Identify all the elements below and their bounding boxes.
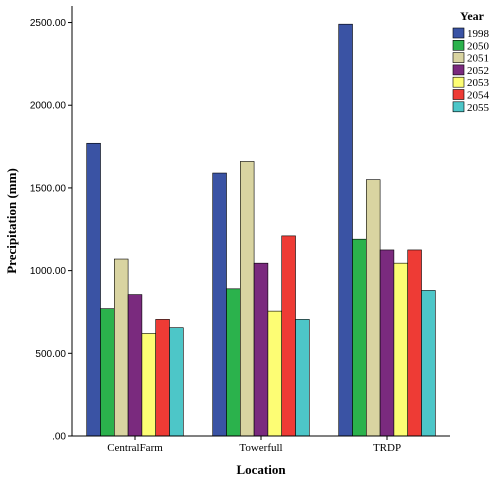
bar-centralfarm-2055 <box>169 327 184 437</box>
bar-towerfull-2050 <box>226 288 241 437</box>
y-tick-label: 1000.00 <box>30 266 67 277</box>
bar-centralfarm-2053 <box>141 333 156 437</box>
y-tick-label: .00 <box>52 432 66 443</box>
bar-centralfarm-2054 <box>155 319 170 437</box>
y-tick-label: 2000.00 <box>30 101 67 112</box>
y-tick-label: 500.00 <box>35 349 66 360</box>
legend-label-1998: 1998 <box>467 28 490 40</box>
legend-label-2052: 2052 <box>467 65 489 77</box>
bar-trdp-2055 <box>421 290 436 437</box>
x-category-label: CentralFarm <box>107 442 163 454</box>
legend-swatch-2053 <box>452 76 465 88</box>
bar-trdp-2052 <box>379 249 395 437</box>
legend-swatch-1998 <box>452 27 465 39</box>
x-axis-title: Location <box>236 462 286 477</box>
bar-towerfull-1998 <box>212 172 227 437</box>
legend-label-2055: 2055 <box>467 102 490 114</box>
legend-swatch-2051 <box>452 52 465 63</box>
bar-centralfarm-1998 <box>86 142 101 437</box>
legend-swatch-2052 <box>452 64 465 76</box>
bar-trdp-2051 <box>365 179 381 437</box>
legend-title: Year <box>460 9 485 23</box>
bar-centralfarm-2051 <box>114 258 129 437</box>
bar-towerfull-2055 <box>295 319 310 437</box>
x-category-labels: CentralFarm Towerfull TRDP <box>107 436 401 454</box>
y-tick-label: 1500.00 <box>30 183 67 194</box>
legend-swatch-2055 <box>452 101 465 113</box>
legend-swatch-2050 <box>452 39 465 51</box>
legend-label-2051: 2051 <box>467 53 489 65</box>
bar-towerfull-2051 <box>240 161 255 437</box>
bar-trdp-2053 <box>393 262 408 437</box>
x-category-label: TRDP <box>373 442 401 454</box>
y-ticks-group: .00 500.00 1000.00 1500.00 2000.00 2500.00 <box>30 18 72 443</box>
x-category-label: Towerfull <box>239 442 282 454</box>
y-tick-label: 2500.00 <box>30 18 67 29</box>
legend-label-2054: 2054 <box>467 90 490 102</box>
bar-towerfull-2053 <box>267 310 282 437</box>
bar-trdp-2054 <box>407 249 422 437</box>
bar-centralfarm-2050 <box>100 308 115 437</box>
legend-label-2053: 2053 <box>467 77 490 89</box>
y-axis-title: Precipitation (mm) <box>4 168 19 274</box>
bar-centralfarm-2052 <box>127 294 143 437</box>
bar-towerfull-2052 <box>253 262 269 437</box>
bar-towerfull-2054 <box>281 235 296 437</box>
bar-trdp-1998 <box>338 23 353 437</box>
legend-swatch-2054 <box>452 89 465 100</box>
bars-group <box>86 23 436 437</box>
bar-trdp-2050 <box>352 238 367 437</box>
legend-label-2050: 2050 <box>467 40 490 52</box>
